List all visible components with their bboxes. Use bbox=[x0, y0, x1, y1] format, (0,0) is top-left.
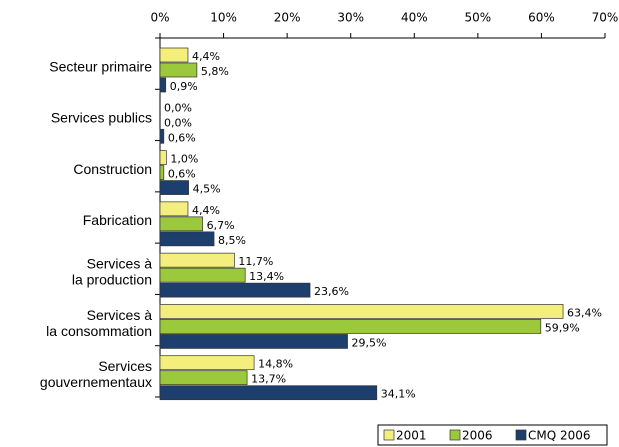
bar bbox=[159, 334, 348, 349]
value-label: 13,7% bbox=[251, 373, 286, 386]
bar bbox=[159, 267, 246, 283]
value-label: 0,6% bbox=[168, 168, 196, 181]
value-label: 0,6% bbox=[168, 131, 196, 144]
x-tick-label: 20% bbox=[274, 11, 301, 25]
bar bbox=[159, 231, 215, 247]
x-tick-label: 50% bbox=[465, 11, 492, 25]
value-label: 11,7% bbox=[238, 255, 273, 268]
value-label: 29,5% bbox=[352, 336, 387, 349]
category-label: Services à bbox=[87, 307, 153, 323]
x-tick-label: 10% bbox=[210, 11, 237, 25]
bar bbox=[159, 304, 564, 319]
value-label: 0,9% bbox=[170, 80, 198, 93]
legend-box bbox=[377, 424, 608, 446]
x-tick-label: 70% bbox=[592, 11, 619, 25]
legend-swatch bbox=[449, 429, 461, 441]
value-label: 23,6% bbox=[314, 285, 349, 298]
bar bbox=[159, 165, 165, 180]
category-label: la consommation bbox=[46, 323, 152, 339]
value-label: 6,7% bbox=[207, 219, 235, 232]
value-label: 1,0% bbox=[170, 153, 198, 166]
bar bbox=[159, 216, 203, 232]
category-label: gouvernementaux bbox=[40, 374, 152, 390]
legend-label: CMQ 2006 bbox=[528, 429, 591, 443]
value-label: 13,4% bbox=[249, 270, 284, 283]
value-label: 4,4% bbox=[192, 204, 220, 217]
category-label: Construction bbox=[73, 161, 152, 177]
value-label: 63,4% bbox=[567, 306, 602, 319]
value-label: 8,5% bbox=[218, 234, 246, 247]
value-label: 4,5% bbox=[193, 183, 221, 196]
category-label: Fabrication bbox=[83, 212, 152, 228]
value-label: 34,1% bbox=[381, 388, 416, 401]
bar bbox=[159, 201, 189, 217]
bar bbox=[159, 385, 378, 401]
bar bbox=[159, 47, 189, 63]
legend-label: 2001 bbox=[396, 429, 427, 443]
x-tick-label: 60% bbox=[528, 11, 555, 25]
category-label: Services à bbox=[87, 255, 153, 271]
category-label: Services bbox=[98, 358, 152, 374]
bar bbox=[159, 319, 542, 334]
category-label: Services publics bbox=[51, 110, 152, 126]
value-label: 0,0% bbox=[164, 116, 192, 129]
bar bbox=[159, 370, 248, 386]
bar bbox=[159, 180, 189, 195]
value-label: 14,8% bbox=[258, 358, 293, 371]
bar bbox=[159, 77, 167, 93]
x-tick-label: 30% bbox=[337, 11, 364, 25]
bar bbox=[159, 128, 165, 144]
value-label: 4,4% bbox=[192, 50, 220, 63]
category-label: Secteur primaire bbox=[49, 58, 152, 74]
value-label: 5,8% bbox=[201, 65, 229, 78]
value-label: 0,0% bbox=[164, 101, 192, 114]
bar bbox=[159, 150, 167, 165]
value-label: 59,9% bbox=[545, 321, 580, 334]
category-label: la production bbox=[72, 271, 152, 287]
legend-swatch bbox=[515, 429, 527, 441]
bar bbox=[159, 282, 311, 298]
legend-swatch bbox=[383, 429, 395, 441]
bar bbox=[159, 62, 198, 78]
bar bbox=[159, 355, 255, 371]
legend-label: 2006 bbox=[462, 429, 493, 443]
x-tick-label: 0% bbox=[150, 11, 169, 25]
bar bbox=[159, 252, 235, 268]
x-tick-label: 40% bbox=[401, 11, 428, 25]
